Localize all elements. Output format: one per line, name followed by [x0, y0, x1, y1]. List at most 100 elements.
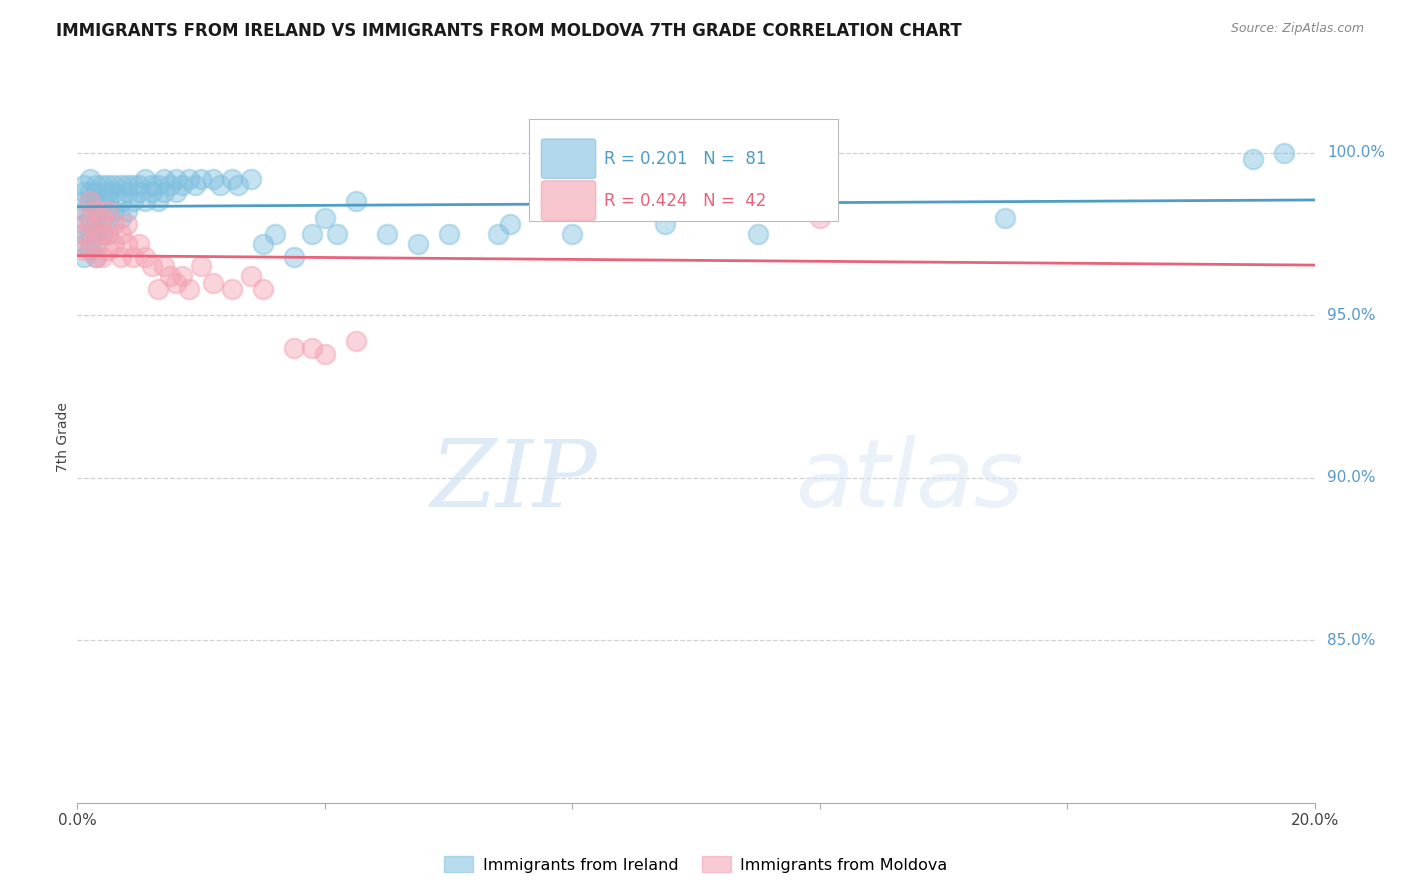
Point	[128, 178, 150, 193]
Point	[97, 227, 120, 241]
Point	[79, 217, 101, 231]
Point	[91, 227, 114, 241]
Point	[252, 282, 274, 296]
Point	[344, 334, 367, 348]
Point	[72, 227, 94, 241]
Point	[406, 236, 429, 251]
Text: ZIP: ZIP	[430, 436, 598, 526]
Point	[202, 276, 225, 290]
Point	[437, 227, 460, 241]
Point	[110, 178, 132, 193]
Point	[122, 178, 145, 193]
Point	[314, 347, 336, 361]
Point	[375, 227, 398, 241]
Point	[110, 250, 132, 264]
Point	[344, 194, 367, 209]
Point	[146, 194, 169, 209]
Point	[91, 227, 114, 241]
Point	[72, 185, 94, 199]
Point	[153, 260, 176, 274]
Point	[134, 171, 156, 186]
Point	[561, 227, 583, 241]
Point	[226, 178, 249, 193]
Point	[128, 236, 150, 251]
Point	[84, 227, 107, 241]
Point	[91, 250, 114, 264]
Point	[221, 171, 243, 186]
Point	[177, 282, 200, 296]
Point	[79, 211, 101, 225]
Point	[97, 243, 120, 257]
Point	[202, 171, 225, 186]
Point	[115, 204, 138, 219]
Text: 100.0%: 100.0%	[1327, 145, 1385, 161]
Point	[97, 185, 120, 199]
Point	[283, 341, 305, 355]
FancyBboxPatch shape	[541, 139, 596, 178]
Point	[486, 227, 509, 241]
Point	[97, 227, 120, 241]
Point	[1241, 152, 1264, 166]
Point	[808, 211, 831, 225]
Point	[84, 211, 107, 225]
Point	[84, 204, 107, 219]
Point	[79, 194, 101, 209]
Point	[159, 269, 181, 284]
Point	[91, 178, 114, 193]
Point	[239, 171, 262, 186]
Point	[747, 227, 769, 241]
Y-axis label: 7th Grade: 7th Grade	[56, 402, 70, 472]
Point	[72, 236, 94, 251]
Point	[153, 185, 176, 199]
Point	[84, 227, 107, 241]
Point	[84, 250, 107, 264]
Point	[103, 217, 125, 231]
Point	[994, 211, 1017, 225]
Point	[115, 236, 138, 251]
Point	[72, 194, 94, 209]
Point	[301, 227, 323, 241]
Point	[91, 211, 114, 225]
Text: IMMIGRANTS FROM IRELAND VS IMMIGRANTS FROM MOLDOVA 7TH GRADE CORRELATION CHART: IMMIGRANTS FROM IRELAND VS IMMIGRANTS FR…	[56, 22, 962, 40]
Point	[141, 185, 163, 199]
Point	[134, 250, 156, 264]
Point	[184, 178, 207, 193]
Point	[91, 211, 114, 225]
Point	[97, 211, 120, 225]
Point	[122, 194, 145, 209]
Point	[79, 194, 101, 209]
Point	[110, 227, 132, 241]
Point	[301, 341, 323, 355]
Point	[115, 217, 138, 231]
Point	[128, 185, 150, 199]
Point	[654, 217, 676, 231]
Point	[122, 250, 145, 264]
Text: 95.0%: 95.0%	[1327, 308, 1375, 323]
Point	[84, 194, 107, 209]
Point	[84, 250, 107, 264]
Point	[103, 236, 125, 251]
Point	[146, 178, 169, 193]
Point	[314, 211, 336, 225]
Point	[91, 194, 114, 209]
Point	[283, 250, 305, 264]
Point	[221, 282, 243, 296]
FancyBboxPatch shape	[529, 119, 838, 221]
Point	[110, 194, 132, 209]
Point	[110, 211, 132, 225]
Legend: Immigrants from Ireland, Immigrants from Moldova: Immigrants from Ireland, Immigrants from…	[437, 850, 955, 879]
Point	[79, 185, 101, 199]
Point	[103, 204, 125, 219]
Point	[326, 227, 349, 241]
Point	[134, 194, 156, 209]
Text: R = 0.201   N =  81: R = 0.201 N = 81	[605, 150, 766, 168]
Point	[79, 171, 101, 186]
Point	[141, 260, 163, 274]
Point	[97, 194, 120, 209]
Point	[190, 171, 212, 186]
Point	[103, 185, 125, 199]
Text: 85.0%: 85.0%	[1327, 632, 1375, 648]
Point	[103, 178, 125, 193]
Text: 90.0%: 90.0%	[1327, 470, 1375, 485]
Point	[72, 250, 94, 264]
